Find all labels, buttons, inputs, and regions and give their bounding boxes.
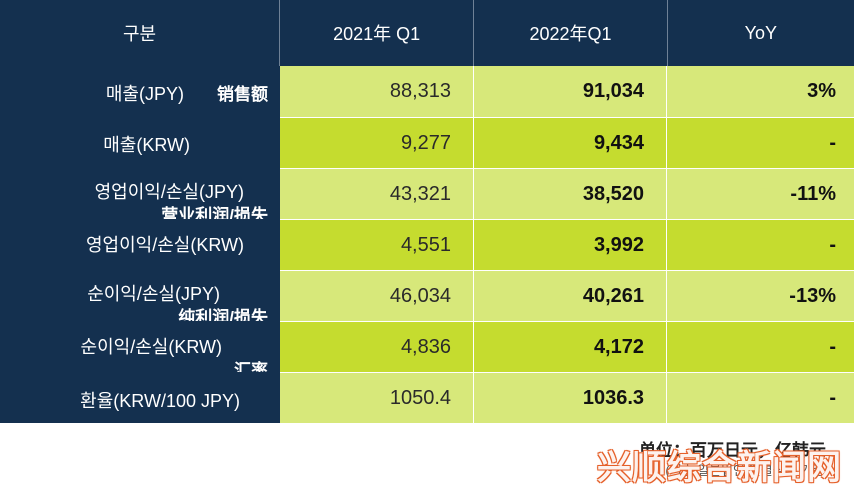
table-row: 환율(KRW/100 JPY) 1050.4 1036.3 - — [0, 372, 854, 423]
value-yoy: - — [667, 372, 854, 423]
value-2022: 40,261 — [474, 270, 667, 321]
value-2021: 43,321 — [280, 168, 474, 219]
table-row: 영업이익/손실(KRW) 4,551 3,992 - — [0, 219, 854, 270]
header-2022-q1: 2022年Q1 — [474, 0, 668, 66]
value-yoy: 3% — [667, 66, 854, 117]
row-label-cell: 매출(JPY) 销售额 — [0, 66, 280, 117]
row-label: 영업이익/손실(JPY) — [94, 182, 244, 202]
table-row: 순이익/손실(JPY) 纯利润/损失 46,034 40,261 -13% — [0, 270, 854, 327]
value-2021: 1050.4 — [280, 372, 474, 423]
value-2021: 9,277 — [280, 117, 474, 168]
row-label: 순이익/손실(KRW) — [80, 337, 222, 357]
financial-table: 구분 2021年 Q1 2022年Q1 YoY 매출(JPY) 销售额 88,3… — [0, 0, 854, 423]
value-yoy: -13% — [667, 270, 854, 321]
header-2021-q1: 2021年 Q1 — [280, 0, 475, 66]
row-label-cell: 환율(KRW/100 JPY) — [0, 372, 280, 423]
header-category: 구분 — [0, 0, 281, 66]
value-2021: 4,836 — [280, 321, 474, 372]
header-yoy: YoY — [744, 22, 778, 43]
value-2021: 46,034 — [280, 270, 474, 321]
row-label-cell: 매출(KRW) — [0, 117, 280, 168]
row-label-cell: 순이익/손실(JPY) 纯利润/损失 — [0, 270, 280, 327]
value-yoy: -11% — [667, 168, 854, 219]
table-header: 구분 2021年 Q1 2022年Q1 YoY — [0, 0, 854, 66]
value-yoy: - — [667, 219, 854, 270]
row-label-cell: 영업이익/손실(KRW) — [0, 219, 280, 270]
row-label-cn: 销售额 — [217, 85, 268, 104]
row-label: 환율(KRW/100 JPY) — [80, 391, 240, 411]
value-2022: 38,520 — [474, 168, 667, 219]
row-label-cell: 순이익/손실(KRW) 汇率 — [0, 321, 280, 380]
row-label: 순이익/손실(JPY) — [87, 284, 220, 304]
value-2022: 4,172 — [474, 321, 667, 372]
value-yoy: - — [667, 321, 854, 372]
value-2022: 1036.3 — [474, 372, 667, 423]
value-2022: 3,992 — [474, 219, 667, 270]
value-yoy: - — [667, 117, 854, 168]
table-row: 순이익/손실(KRW) 汇率 4,836 4,172 - — [0, 321, 854, 380]
table-row: 영업이익/손실(JPY) 营业利润/损失 43,321 38,520 -11% — [0, 168, 854, 225]
value-2022: 9,434 — [474, 117, 667, 168]
value-2021: 4,551 — [280, 219, 474, 270]
row-label: 매출(KRW) — [103, 135, 190, 155]
row-label: 매출(JPY) — [105, 84, 184, 104]
table-row: 매출(KRW) 9,277 9,434 - — [0, 117, 854, 168]
unit-note: 单位：百万日元，亿韩元 — [639, 441, 826, 460]
table-row: 매출(JPY) 销售额 88,313 91,034 3% — [0, 66, 854, 117]
row-label: 영업이익/손실(KRW) — [85, 235, 244, 255]
row-label-cell: 영업이익/손실(JPY) 营业利润/损失 — [0, 168, 280, 225]
value-2021: 88,313 — [280, 66, 474, 117]
value-2022: 91,034 — [474, 66, 667, 117]
watermark: 兴顺综合新闻网 — [597, 449, 842, 487]
source-note: (넥슨 일본법인 연결실적 기준 — [665, 463, 824, 478]
